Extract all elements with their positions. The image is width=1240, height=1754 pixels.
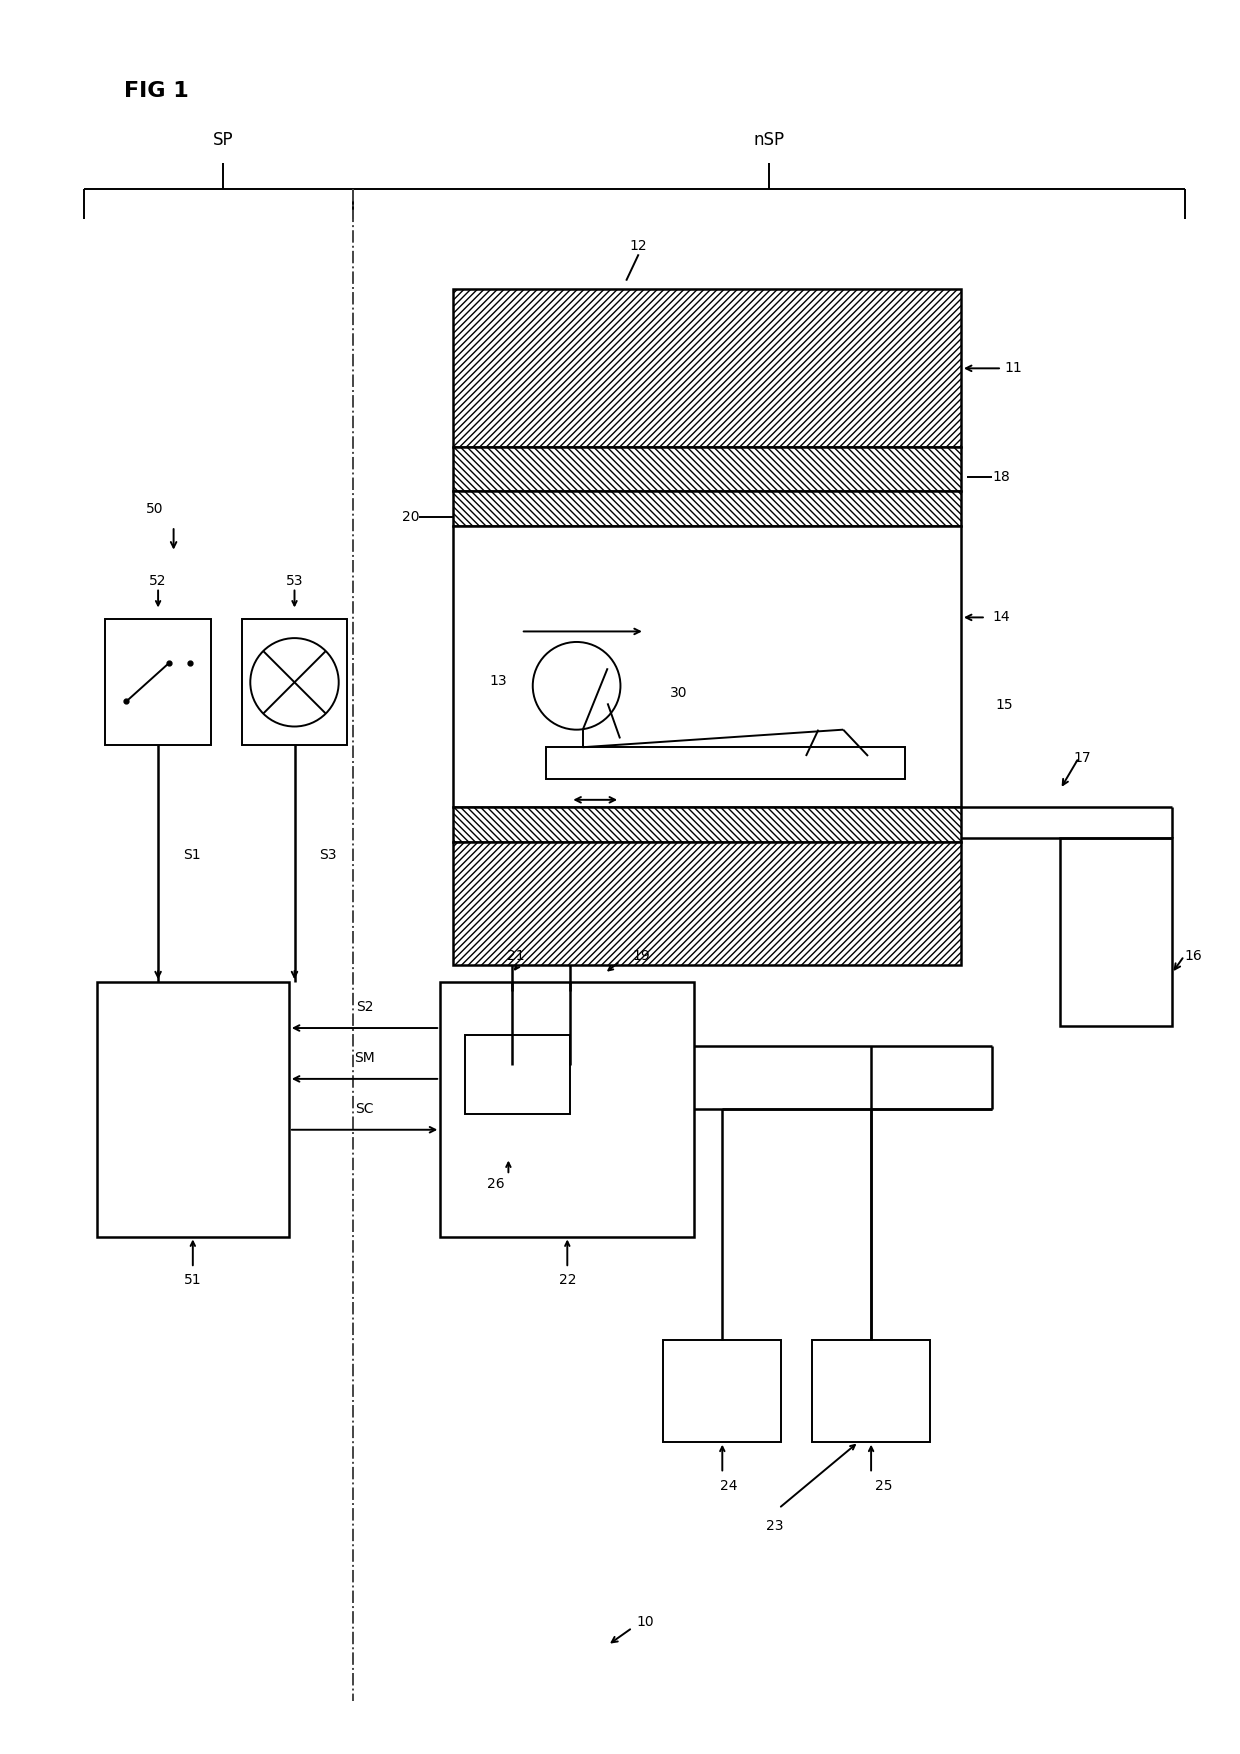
Text: 53: 53 (285, 574, 304, 588)
Text: 30: 30 (670, 686, 687, 700)
Text: 23: 23 (766, 1519, 784, 1533)
Bar (453, 491, 961, 526)
Text: FIG 1: FIG 1 (124, 81, 188, 102)
Text: 21: 21 (507, 949, 525, 963)
Text: S2: S2 (356, 1000, 373, 1014)
Bar (105, 619, 211, 745)
Bar (546, 747, 905, 779)
Text: 26: 26 (487, 1177, 505, 1191)
Bar (812, 1340, 930, 1442)
Text: 17: 17 (1074, 751, 1091, 765)
Text: 11: 11 (1004, 361, 1022, 375)
Bar (465, 1035, 570, 1114)
Text: 52: 52 (149, 574, 167, 588)
Text: 14: 14 (992, 610, 1009, 624)
Text: 15: 15 (996, 698, 1013, 712)
Bar (563, 991, 632, 1065)
Text: 18: 18 (992, 470, 1009, 484)
Text: 19: 19 (632, 949, 650, 963)
Text: 12: 12 (630, 239, 647, 253)
Text: 50: 50 (146, 502, 164, 516)
Bar (453, 807, 961, 842)
Bar (97, 982, 289, 1237)
Text: nSP: nSP (753, 132, 785, 149)
Text: 16: 16 (1184, 949, 1202, 963)
Bar (506, 991, 573, 1065)
Text: SC: SC (356, 1102, 373, 1116)
Text: 22: 22 (558, 1273, 577, 1287)
Text: 10: 10 (636, 1615, 653, 1629)
Text: S1: S1 (184, 849, 201, 861)
Bar (242, 619, 347, 745)
Text: 24: 24 (719, 1479, 738, 1493)
Text: S3: S3 (320, 849, 337, 861)
Text: 20: 20 (402, 510, 419, 524)
Bar (440, 982, 694, 1237)
Text: 13: 13 (490, 674, 507, 688)
Bar (453, 842, 961, 965)
Bar (453, 289, 961, 447)
Bar (453, 447, 961, 491)
Text: 25: 25 (874, 1479, 893, 1493)
Text: 51: 51 (184, 1273, 202, 1287)
Text: SP: SP (213, 132, 233, 149)
Bar (453, 526, 961, 807)
Bar (1060, 838, 1172, 1026)
Text: SM: SM (355, 1051, 374, 1065)
Bar (663, 1340, 781, 1442)
